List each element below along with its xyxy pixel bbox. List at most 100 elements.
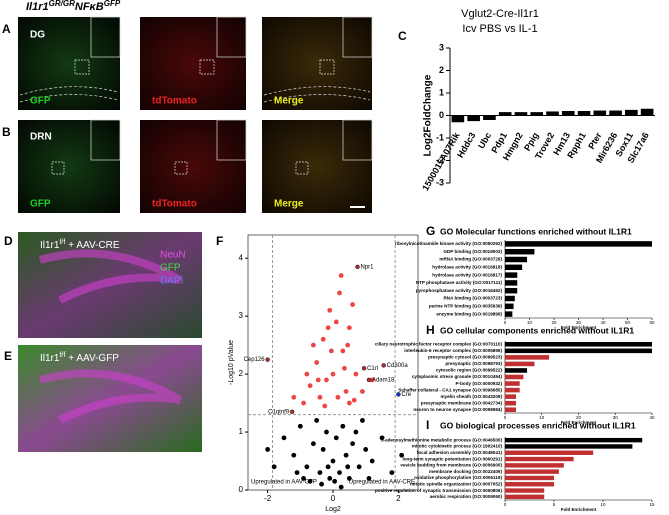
bar bbox=[505, 348, 652, 354]
category-label: vesicle budding from membrane (GO:000690… bbox=[400, 463, 502, 468]
point bbox=[369, 458, 375, 464]
bar bbox=[505, 272, 518, 278]
point bbox=[317, 394, 323, 400]
point bbox=[281, 435, 287, 441]
point bbox=[301, 400, 306, 406]
bar bbox=[505, 450, 594, 455]
point bbox=[345, 464, 351, 470]
bar bbox=[505, 444, 633, 449]
point bbox=[319, 481, 324, 487]
point bbox=[366, 476, 372, 481]
micrographs bbox=[18, 16, 373, 452]
point bbox=[340, 423, 346, 429]
point bbox=[360, 389, 365, 394]
point bbox=[333, 319, 339, 325]
panel-letter: G bbox=[426, 224, 435, 238]
point bbox=[297, 423, 303, 429]
point-label: Cd300a bbox=[387, 363, 409, 369]
panel-letter: C bbox=[398, 29, 407, 43]
point bbox=[320, 447, 326, 452]
category-label: ciliary neurotrophic factor receptor com… bbox=[375, 341, 503, 346]
point bbox=[322, 403, 328, 409]
point bbox=[356, 464, 362, 470]
image bbox=[262, 17, 372, 110]
point bbox=[343, 452, 349, 458]
bar bbox=[505, 303, 514, 310]
panel-letter: B bbox=[2, 125, 11, 139]
chart-title: GO cellular components enriched without … bbox=[440, 325, 634, 335]
annotation: Upregulated in AAV-CRE bbox=[349, 480, 415, 486]
category-label: cytoplasmic stress granule (GO:0010494) bbox=[412, 374, 503, 379]
x-tick-label: 0 bbox=[504, 415, 507, 420]
point bbox=[337, 290, 342, 296]
chart-title: GO biological processes enriched without… bbox=[440, 420, 636, 430]
channel: GFP bbox=[30, 199, 51, 210]
bar bbox=[640, 108, 654, 116]
point bbox=[325, 325, 331, 331]
x-tick-label: 30 bbox=[613, 415, 619, 420]
bar bbox=[505, 355, 550, 360]
category-label: aerobic respiration (GO:0009060) bbox=[430, 494, 503, 499]
category-label: myelin sheath (GO:0043209) bbox=[440, 394, 502, 399]
category-label: positive regulation of synaptic transmis… bbox=[375, 488, 503, 493]
image bbox=[140, 17, 246, 110]
chart-title: Vglut2-Cre-Il1r1 bbox=[461, 8, 539, 20]
point bbox=[314, 360, 320, 365]
point bbox=[389, 470, 395, 476]
x-tick-label: 0 bbox=[504, 502, 507, 507]
bar bbox=[505, 368, 528, 373]
category-label: presynaptic cytosol (GO:0099523) bbox=[428, 355, 503, 360]
x-tick-label: 15 bbox=[649, 502, 655, 507]
bar bbox=[505, 256, 528, 263]
y-axis-label: -Log10 pValue bbox=[228, 340, 235, 385]
category-label: mitotic cytokinetic process (GO:1902410) bbox=[412, 444, 503, 449]
category-label: cytosolic region (GO:0099522) bbox=[436, 368, 503, 373]
point-label: Cre bbox=[401, 392, 411, 398]
point bbox=[343, 389, 349, 394]
svg-text:Il1r1f/f+ AAV-CRE: Il1r1f/f + AAV-CRE bbox=[40, 239, 120, 251]
category-label: mRNA binding (GO:0003729) bbox=[439, 257, 502, 262]
point-label: Adam18 bbox=[372, 377, 395, 383]
x-tick-label: 20 bbox=[576, 415, 582, 420]
point bbox=[271, 464, 277, 470]
x-tick-label: 50 bbox=[625, 320, 631, 325]
point bbox=[360, 418, 365, 423]
x-tick-label: 20 bbox=[551, 320, 557, 325]
category-label: pyrophosphatase activity (GO:0016462) bbox=[416, 288, 503, 293]
category-label: mitotic spindle organization (GO:0007052… bbox=[410, 481, 502, 486]
bar bbox=[609, 110, 622, 116]
point bbox=[291, 452, 297, 458]
channel: tdTomato bbox=[152, 96, 197, 107]
bar bbox=[505, 264, 523, 271]
point bbox=[338, 484, 344, 490]
bar bbox=[505, 280, 518, 286]
y-axis-label: Log2FoldChange bbox=[423, 74, 434, 156]
y-tick-label: 1 bbox=[239, 427, 244, 436]
bar bbox=[505, 469, 559, 474]
bar bbox=[505, 475, 554, 481]
x-tick-label: 10 bbox=[600, 502, 606, 507]
category-label: hydrolase activity (GO:0016817) bbox=[432, 272, 502, 277]
point bbox=[314, 418, 320, 423]
x-tick-label: 40 bbox=[600, 320, 606, 325]
point bbox=[325, 464, 331, 470]
point bbox=[289, 409, 295, 414]
point bbox=[328, 348, 334, 354]
point bbox=[361, 366, 367, 371]
bar bbox=[577, 111, 591, 116]
y-tick-label: 3 bbox=[239, 311, 244, 320]
point bbox=[337, 470, 342, 476]
bar bbox=[505, 394, 517, 399]
point bbox=[265, 447, 271, 452]
svg-text:Il1r1f/f+ AAV-GFP: Il1r1f/f + AAV-GFP bbox=[40, 352, 119, 364]
panel-letter: F bbox=[216, 234, 223, 248]
label-rest: + AAV-CRE bbox=[68, 240, 120, 251]
point bbox=[320, 336, 326, 342]
x-axis-label: Fold Enrichment bbox=[561, 420, 597, 425]
category-label: presynaptic (GO:0098793) bbox=[445, 361, 502, 366]
category-label: long-term synaptic potentiation (GO:0060… bbox=[402, 456, 502, 461]
bar bbox=[505, 381, 520, 386]
insets bbox=[19, 16, 373, 175]
point bbox=[335, 394, 341, 400]
panel-letter: H bbox=[426, 323, 435, 337]
